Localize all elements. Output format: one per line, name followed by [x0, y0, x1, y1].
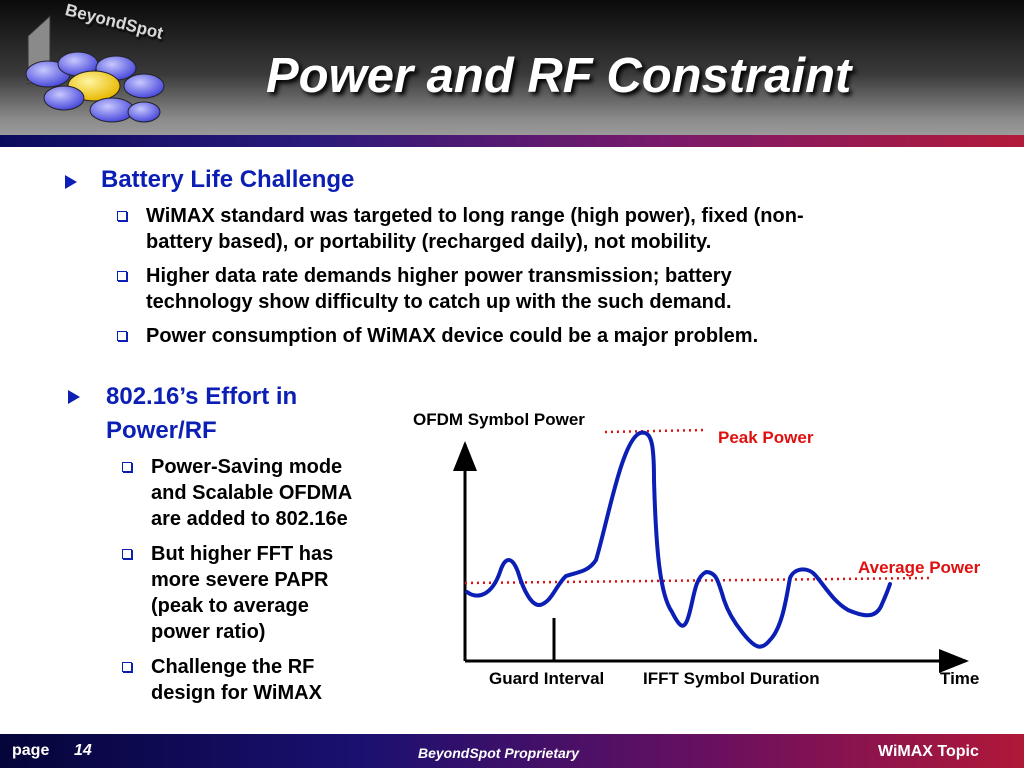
- section1-bullet-2: Higher data rate demands higher power tr…: [146, 265, 732, 313]
- bullet-square-icon: [122, 462, 132, 472]
- bullet-square-icon: [122, 662, 132, 672]
- guard-interval-label: Guard Interval: [489, 669, 604, 688]
- slide-title: Power and RF Constraint: [266, 49, 852, 103]
- average-power-label: Average Power: [858, 558, 981, 577]
- section2-bullet-3: Challenge the RF design for WiMAX: [151, 656, 322, 704]
- ofdm-signal-curve: [465, 430, 892, 649]
- y-axis-label: OFDM Symbol Power: [413, 410, 585, 429]
- header-divider: [0, 135, 1024, 147]
- section1-bullet-3: Power consumption of WiMAX device could …: [146, 325, 759, 347]
- beyondspot-logo: BeyondSpot: [20, 0, 170, 129]
- section2-bullet-2: But higher FFT has more severe PAPR (pea…: [151, 543, 334, 643]
- section1-heading: Battery Life Challenge: [101, 166, 355, 193]
- time-axis-label: Time: [940, 669, 979, 688]
- ifft-duration-label: IFFT Symbol Duration: [643, 669, 820, 688]
- bullet-square-icon: [117, 211, 127, 221]
- page-label: page: [12, 742, 50, 759]
- peak-power-label: Peak Power: [718, 428, 814, 447]
- section2-bullet-1: Power-Saving mode and Scalable OFDMA are…: [151, 456, 353, 530]
- bullet-arrow-icon: [68, 390, 80, 404]
- proprietary-label: BeyondSpot Proprietary: [418, 745, 580, 761]
- topic-label: WiMAX Topic: [878, 743, 979, 760]
- bullet-arrow-icon: [65, 175, 77, 189]
- section2-heading: 802.16’s Effort in Power/RF: [106, 383, 298, 444]
- footer-bar: page 14 BeyondSpot Proprietary WiMAX Top…: [0, 734, 1024, 768]
- bullet-square-icon: [122, 549, 132, 559]
- bullet-square-icon: [117, 271, 127, 281]
- section1-bullet-1: WiMAX standard was targeted to long rang…: [146, 205, 804, 253]
- peak-power-line: [604, 428, 706, 434]
- page-number: 14: [74, 742, 92, 759]
- bullet-square-icon: [117, 331, 127, 341]
- title-bar: [0, 0, 1024, 135]
